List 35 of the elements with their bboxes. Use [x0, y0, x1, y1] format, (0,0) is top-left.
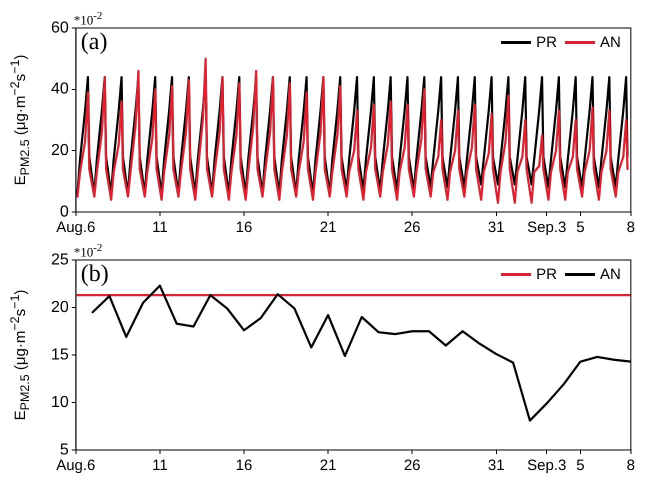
y-tick-label: 40 [51, 80, 69, 98]
x-tick-label: Sep.3 [527, 457, 566, 474]
x-tick-label: 21 [320, 219, 336, 236]
annotation: (b) [80, 261, 109, 287]
x-tick-label: 11 [152, 219, 168, 236]
y-tick-label: 10 [51, 394, 69, 411]
y-tick-label: 5 [60, 441, 69, 458]
x-tick-label: Aug.6 [56, 457, 96, 474]
legend-label: PR [536, 34, 557, 51]
x-tick-label: 11 [152, 457, 168, 474]
x-tick-label: Sep.3 [527, 219, 566, 236]
text: *10$^{-2}$ [74, 9, 102, 28]
x-tick-label: 5 [576, 457, 585, 474]
y-tick-label: 25 [51, 251, 69, 268]
y-tick-label: 15 [51, 346, 69, 364]
annotation: (a) [80, 29, 108, 55]
x-tick-label: 8 [626, 219, 635, 236]
x-tick-label: Aug.6 [56, 219, 96, 236]
x-tick-label: 26 [404, 219, 421, 236]
x-tick-label: 16 [236, 219, 252, 236]
x-tick-label: 31 [488, 457, 505, 474]
x-tick-label: 8 [626, 457, 635, 474]
y-tick-label: 20 [51, 142, 69, 160]
legend-label: PR [536, 266, 557, 283]
y-tick-label: 60 [51, 19, 69, 36]
x-tick-label: 21 [320, 457, 336, 474]
y-tick-label: 20 [51, 298, 69, 316]
x-tick-label: 5 [576, 219, 585, 236]
legend-label: AN [600, 266, 621, 283]
text: *10$^{-2}$ [74, 241, 102, 260]
x-tick-label: 31 [488, 219, 505, 236]
x-tick-label: 16 [236, 457, 252, 474]
x-tick-label: 26 [404, 457, 421, 474]
y-tick-label: 0 [60, 203, 69, 220]
legend-label: AN [600, 34, 621, 51]
